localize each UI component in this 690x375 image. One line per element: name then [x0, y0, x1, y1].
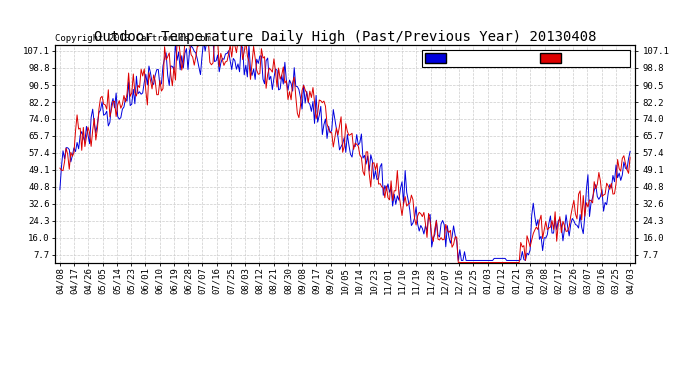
- Text: Copyright 2013 Cartronics.com: Copyright 2013 Cartronics.com: [55, 34, 211, 43]
- Title: Outdoor Temperature Daily High (Past/Previous Year) 20130408: Outdoor Temperature Daily High (Past/Pre…: [94, 30, 596, 44]
- Legend: Previous  (°F), Past  (°F): Previous (°F), Past (°F): [422, 50, 629, 67]
